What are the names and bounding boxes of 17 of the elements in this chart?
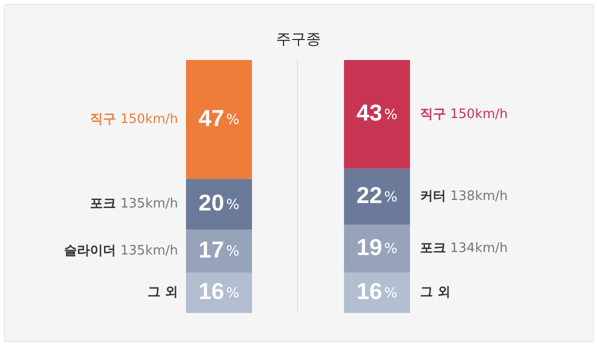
series-label: 직구 150km/h	[420, 106, 508, 122]
series-label: 포크 134km/h	[420, 240, 508, 256]
data-label: 19%	[356, 234, 398, 260]
series-label: 커터 138km/h	[420, 188, 508, 204]
series-label: 슬라이더 135km/h	[64, 243, 178, 258]
data-label: 47%	[198, 104, 240, 131]
series-label: 직구 150km/h	[90, 112, 178, 127]
series-label: 포크 135km/h	[90, 196, 178, 212]
data-label: 20%	[198, 190, 240, 216]
data-label: 22%	[356, 182, 398, 208]
series-label: 그 외	[147, 285, 178, 300]
series-label: 그 외	[420, 285, 451, 300]
chart-title: 주구종	[275, 30, 322, 49]
data-label: 43%	[356, 100, 398, 126]
data-label: 17%	[198, 236, 240, 262]
data-label: 16%	[356, 278, 398, 304]
data-label: 16%	[198, 278, 240, 304]
